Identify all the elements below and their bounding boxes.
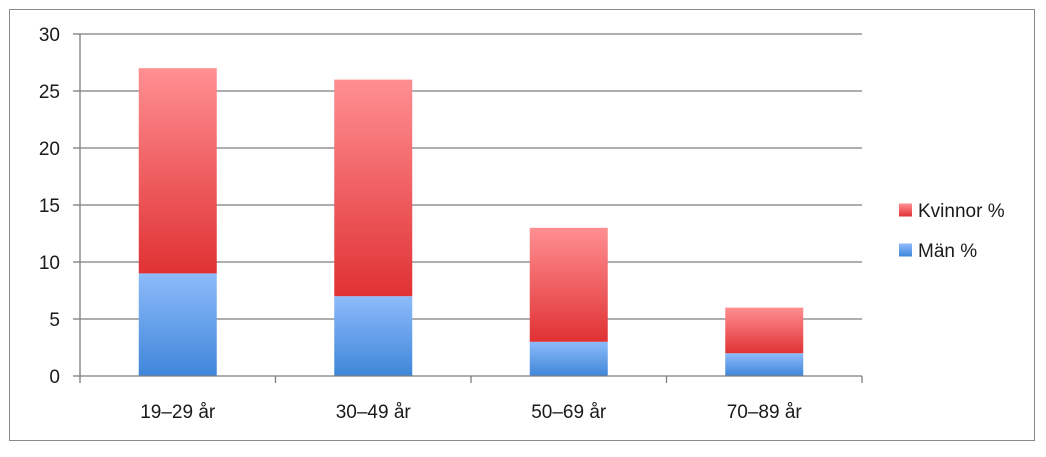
bar-man-1 bbox=[334, 296, 413, 376]
bar-kvinnor-2 bbox=[529, 227, 608, 342]
x-tick-label-3: 70–89 år bbox=[727, 402, 803, 423]
bar-kvinnor-1 bbox=[334, 79, 413, 297]
y-axis-tick-labels: 0 5 10 15 20 25 30 bbox=[39, 25, 60, 388]
y-tick-label-25: 25 bbox=[39, 82, 60, 103]
y-tick-label-20: 20 bbox=[39, 139, 60, 160]
bar-man-3 bbox=[725, 353, 804, 376]
y-tick-label-0: 0 bbox=[49, 367, 60, 388]
x-tick-label-2: 50–69 år bbox=[531, 402, 607, 423]
axes bbox=[73, 33, 863, 383]
legend-swatch-1 bbox=[899, 243, 912, 257]
bar-kvinnor-3 bbox=[725, 307, 804, 354]
x-axis-tick-labels: 19–29 år 30–49 år 50–69 år 70–89 år bbox=[140, 402, 802, 423]
legend-label-0: Kvinnor % bbox=[918, 201, 1005, 222]
x-tick-label-1: 30–49 år bbox=[336, 402, 412, 423]
legend-label-1: Män % bbox=[918, 241, 977, 262]
legend: Kvinnor % Män % bbox=[899, 201, 1005, 262]
y-tick-label-30: 30 bbox=[39, 25, 60, 46]
bar-man-0 bbox=[138, 273, 217, 376]
legend-swatch-0 bbox=[899, 203, 912, 217]
x-tick-label-0: 19–29 år bbox=[140, 402, 216, 423]
bar-kvinnor-0 bbox=[138, 68, 217, 274]
bar-man-2 bbox=[529, 341, 608, 376]
y-tick-label-5: 5 bbox=[49, 310, 60, 331]
legend-item-1: Män % bbox=[899, 241, 977, 262]
legend-item-0: Kvinnor % bbox=[899, 201, 1005, 222]
y-tick-label-15: 15 bbox=[39, 196, 60, 217]
y-tick-label-10: 10 bbox=[39, 253, 60, 274]
bars bbox=[138, 68, 804, 376]
